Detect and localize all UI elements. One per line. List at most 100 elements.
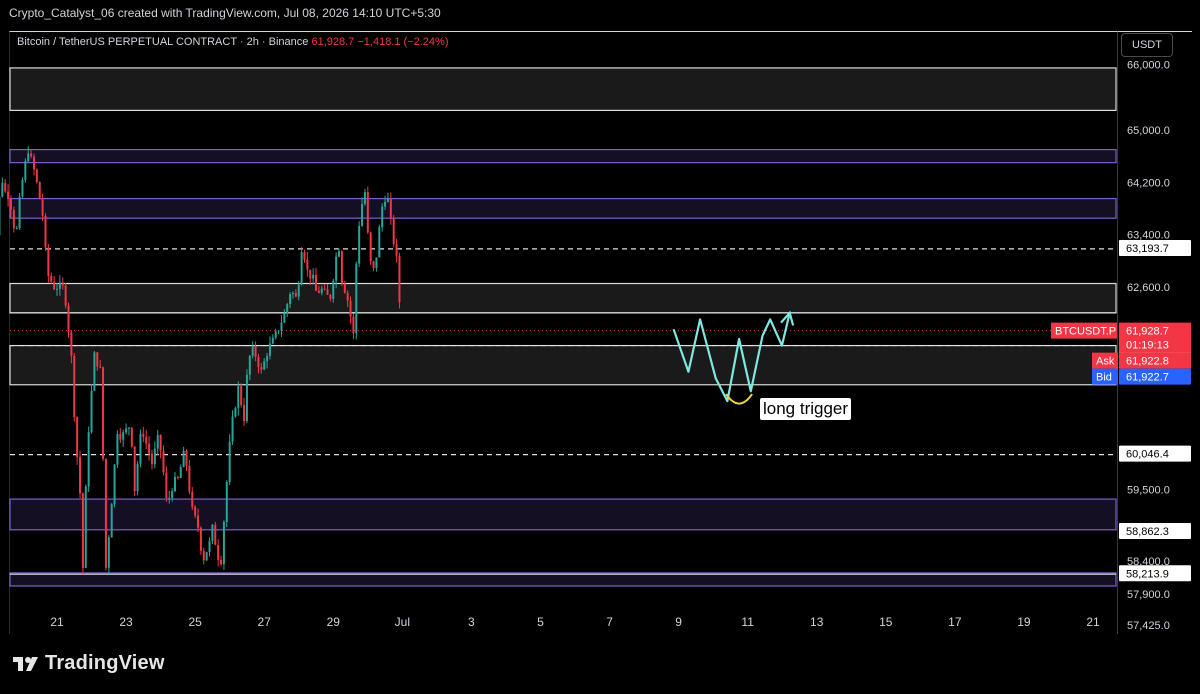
last-price: 61,928.7	[311, 36, 355, 48]
y-tick-label: 58,400.0	[1127, 556, 1170, 568]
x-tick-label: 15	[879, 615, 893, 629]
candle-body	[291, 292, 294, 295]
chart-pane[interactable]	[9, 31, 1117, 634]
candle-body	[102, 367, 105, 459]
price-axis[interactable]	[1117, 31, 1192, 634]
trigger-curve	[725, 393, 753, 405]
zone-box	[9, 572, 1117, 587]
candle-body	[9, 198, 12, 210]
candle-body	[338, 251, 341, 257]
candle-body	[7, 191, 10, 199]
candle-body	[395, 244, 398, 256]
candle-body	[188, 465, 191, 492]
candle-body	[87, 432, 90, 487]
candle-body	[289, 294, 292, 305]
candle-body	[110, 504, 113, 538]
candle-body	[70, 332, 73, 356]
candle-body	[220, 559, 223, 565]
currency-button[interactable]: USDT	[1121, 33, 1173, 57]
candle-body	[378, 227, 381, 258]
candle-body	[398, 255, 401, 303]
candle-body	[53, 281, 56, 290]
candle-body	[199, 527, 202, 551]
candle-body	[122, 432, 125, 440]
symbol-name: Bitcoin / TetherUS PERPETUAL CONTRACT · …	[17, 36, 309, 48]
candle-body	[104, 458, 107, 568]
candle-body	[139, 433, 142, 464]
zone-box	[9, 498, 1117, 531]
candles	[0, 146, 401, 575]
candle-body	[119, 434, 122, 440]
candle-body	[133, 446, 136, 492]
candle-body	[208, 540, 211, 553]
long-trigger-label: long trigger	[760, 398, 852, 420]
candle-body	[363, 192, 366, 205]
zone-box	[9, 197, 1117, 219]
candle-body	[254, 345, 257, 357]
x-tick-label: 25	[188, 615, 202, 629]
candle-body	[18, 196, 21, 229]
ask-price: 61,922.8	[1126, 356, 1169, 368]
candle-body	[90, 390, 93, 433]
candle-body	[245, 374, 248, 422]
candle-body	[358, 226, 361, 264]
candle-body	[197, 515, 200, 528]
tradingview-icon	[13, 656, 38, 671]
candle-body	[4, 182, 7, 192]
candle-body	[372, 261, 375, 269]
x-tick-label: 7	[606, 615, 613, 629]
candle-body	[361, 204, 364, 227]
candle-body	[237, 385, 240, 409]
candle-body	[176, 477, 179, 479]
y-tick-label: 65,000.0	[1127, 125, 1170, 137]
candle-body	[1, 182, 4, 197]
candle-body	[352, 316, 355, 334]
candle-body	[355, 263, 358, 334]
candle-body	[56, 288, 58, 290]
candle-body	[12, 209, 15, 229]
symbol-legend[interactable]: Bitcoin / TetherUS PERPETUAL CONTRACT · …	[17, 36, 448, 48]
x-tick-label: 3	[468, 615, 475, 629]
projection-path	[672, 312, 791, 403]
candle-body	[349, 300, 352, 317]
candle-body	[15, 228, 18, 230]
candle-body	[297, 284, 300, 297]
candle-body	[386, 198, 389, 202]
candle-body	[369, 232, 372, 262]
candle-body	[283, 313, 286, 323]
candle-body	[243, 405, 246, 422]
candle-body	[266, 355, 269, 362]
bid-price: 61,922.7	[1126, 372, 1169, 384]
price-label: 63,193.7	[1126, 243, 1169, 255]
candle-body	[179, 466, 182, 478]
x-tick-label: 11	[741, 615, 754, 629]
zone-box	[9, 282, 1117, 314]
last-price-badge-bg	[1119, 322, 1191, 353]
candle-body	[384, 201, 387, 207]
countdown-label: 01:19:13	[1126, 340, 1169, 352]
candle-body	[257, 356, 260, 367]
candle-body	[113, 464, 116, 505]
tradingview-logo[interactable]: TradingView	[11, 652, 165, 675]
logo-text: TradingView	[45, 652, 165, 674]
candle-body	[168, 497, 171, 499]
bid-tag-bg	[1092, 368, 1118, 385]
zone-box	[9, 67, 1117, 111]
zone-box	[9, 148, 1117, 164]
y-tick-label: 59,500.0	[1127, 484, 1170, 496]
candle-body	[335, 256, 338, 281]
x-tick-label: 27	[258, 615, 272, 629]
candle-body	[156, 434, 159, 449]
candle-body	[159, 434, 162, 451]
last-price-badge: 61,928.7	[1126, 326, 1169, 338]
candle-body	[173, 477, 176, 492]
candle-body	[64, 285, 67, 306]
candle-body	[234, 408, 237, 417]
candle-body	[125, 428, 128, 433]
candle-body	[202, 550, 205, 561]
candle-body	[312, 274, 315, 279]
y-tick-label: 66,000.0	[1127, 60, 1170, 72]
candle-body	[185, 450, 188, 466]
candle-body	[315, 274, 317, 291]
